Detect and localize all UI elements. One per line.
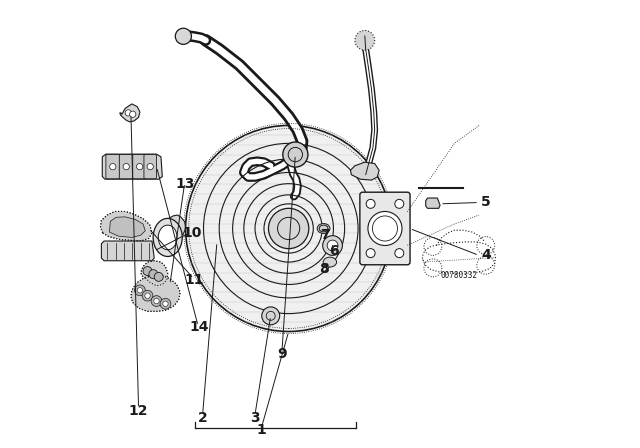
FancyBboxPatch shape — [119, 155, 133, 179]
Circle shape — [136, 164, 143, 170]
Circle shape — [143, 267, 152, 276]
Text: 1: 1 — [257, 423, 267, 437]
FancyBboxPatch shape — [360, 192, 410, 265]
Text: 7: 7 — [319, 228, 330, 242]
Text: 11: 11 — [185, 273, 204, 287]
Circle shape — [142, 290, 153, 301]
Text: 12: 12 — [129, 404, 148, 418]
Polygon shape — [160, 215, 186, 238]
Text: 3: 3 — [250, 410, 260, 425]
Text: 9: 9 — [277, 347, 287, 361]
Polygon shape — [141, 261, 168, 286]
Ellipse shape — [158, 225, 177, 250]
Ellipse shape — [153, 219, 182, 256]
Circle shape — [323, 236, 342, 255]
Polygon shape — [426, 198, 440, 208]
Circle shape — [395, 199, 404, 208]
Circle shape — [262, 307, 280, 325]
Circle shape — [147, 164, 154, 170]
Circle shape — [123, 164, 129, 170]
Circle shape — [366, 199, 375, 208]
Circle shape — [175, 28, 191, 44]
Circle shape — [160, 298, 171, 309]
Circle shape — [134, 285, 145, 296]
Circle shape — [137, 288, 143, 293]
Ellipse shape — [317, 224, 330, 233]
Circle shape — [186, 125, 392, 332]
Circle shape — [283, 142, 308, 167]
Circle shape — [145, 293, 150, 298]
FancyBboxPatch shape — [144, 155, 157, 179]
Text: 6: 6 — [328, 244, 339, 258]
Circle shape — [151, 296, 162, 306]
Polygon shape — [102, 154, 163, 179]
Polygon shape — [101, 241, 154, 261]
Polygon shape — [100, 211, 152, 241]
Polygon shape — [120, 104, 140, 122]
Circle shape — [366, 249, 375, 258]
Text: 2: 2 — [198, 410, 207, 425]
Polygon shape — [131, 276, 180, 311]
Text: 4: 4 — [481, 248, 491, 263]
Circle shape — [327, 240, 338, 251]
Circle shape — [125, 110, 131, 116]
FancyBboxPatch shape — [106, 155, 120, 179]
Ellipse shape — [319, 225, 328, 232]
Polygon shape — [351, 162, 379, 180]
Circle shape — [109, 164, 116, 170]
Circle shape — [154, 272, 163, 281]
Polygon shape — [109, 217, 145, 237]
Circle shape — [395, 249, 404, 258]
Text: 8: 8 — [319, 262, 330, 276]
Circle shape — [154, 298, 159, 304]
Circle shape — [149, 270, 158, 279]
Text: 00780332: 00780332 — [440, 271, 477, 280]
Circle shape — [368, 211, 402, 246]
Circle shape — [130, 111, 136, 117]
Text: 10: 10 — [182, 226, 202, 240]
Ellipse shape — [323, 257, 337, 267]
Circle shape — [163, 301, 168, 306]
Text: 13: 13 — [176, 177, 195, 191]
Text: 5: 5 — [481, 195, 491, 210]
Circle shape — [269, 208, 309, 249]
Circle shape — [355, 30, 374, 50]
FancyBboxPatch shape — [132, 155, 147, 179]
Text: 14: 14 — [189, 320, 209, 334]
